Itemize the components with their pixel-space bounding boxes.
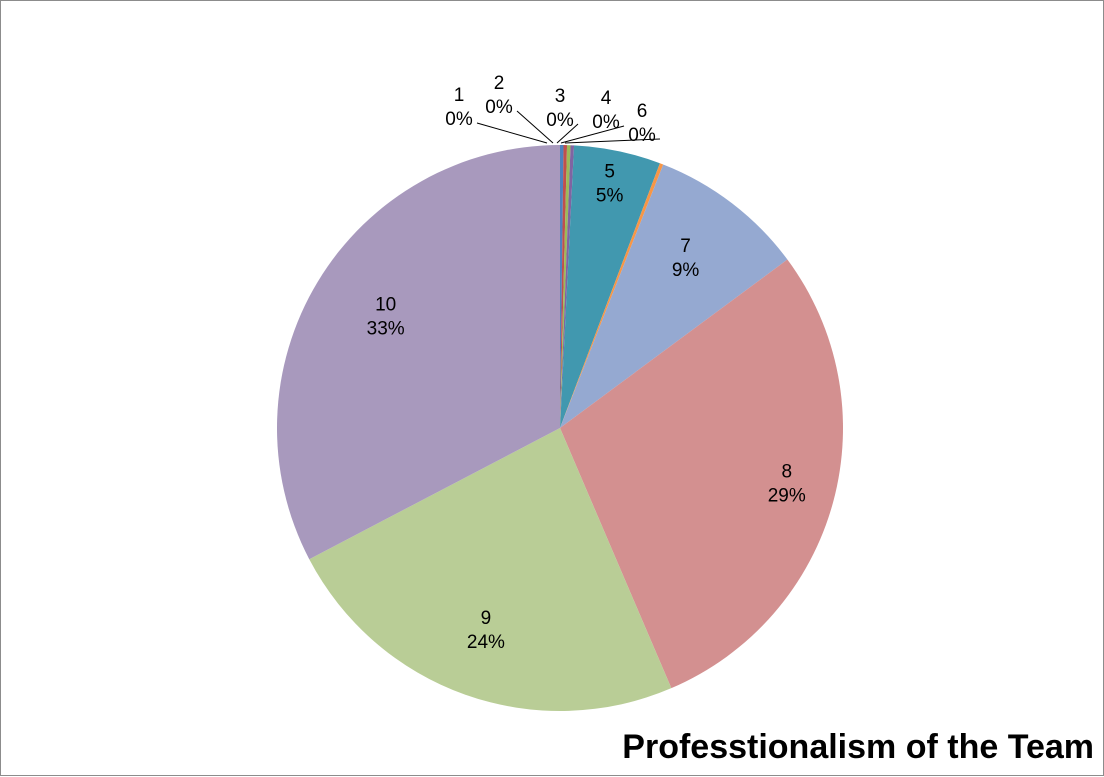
slice-category-label-2: 2 [494, 73, 505, 94]
slice-category-label-4: 4 [601, 88, 612, 109]
slice-category-label-6: 6 [637, 101, 648, 122]
leader-line-6 [564, 138, 661, 144]
slice-category-label-7: 7 [680, 236, 691, 257]
leader-lines [476, 110, 661, 144]
chart-title: Professtionalism of the Team [622, 728, 1094, 766]
slice-percent-label-1: 0% [445, 109, 473, 130]
leader-line-1 [476, 122, 548, 144]
pie-slice-7 [560, 164, 788, 428]
slice-percent-label-5: 5% [596, 186, 624, 207]
data-labels: 1 0% 2 0% 3 0% 4 0% 5 5% 6 0% 7 9% 8 29% 9 24% 10 33% [367, 73, 806, 653]
slice-category-label-9: 9 [481, 608, 492, 629]
leader-line-4 [560, 125, 625, 144]
slice-category-label-10: 10 [375, 294, 396, 315]
pie-slice-4 [560, 145, 575, 428]
pie-slices [276, 145, 843, 711]
slice-percent-label-7: 9% [672, 260, 700, 281]
leader-line-3 [556, 123, 579, 144]
slice-percent-label-4: 0% [592, 112, 620, 133]
slice-category-label-8: 8 [781, 461, 792, 482]
pie-slice-9 [309, 428, 672, 711]
slice-percent-label-3: 0% [546, 110, 574, 131]
pie-slice-6 [560, 163, 664, 428]
slice-percent-label-2: 0% [485, 97, 513, 118]
slice-percent-label-6: 0% [628, 125, 656, 146]
pie-slice-3 [560, 145, 571, 428]
pie-slice-5 [560, 145, 660, 428]
slice-category-label-1: 1 [454, 85, 465, 106]
slice-category-label-5: 5 [604, 162, 615, 183]
slice-percent-label-10: 33% [367, 318, 405, 339]
slice-category-label-3: 3 [555, 86, 566, 107]
pie-slice-2 [560, 145, 568, 428]
slice-percent-label-8: 29% [768, 485, 806, 506]
leader-line-2 [516, 110, 554, 144]
pie-slice-1 [560, 145, 564, 428]
pie-slice-10 [276, 145, 560, 560]
pie-slice-8 [560, 259, 843, 689]
slice-percent-label-9: 24% [467, 632, 505, 653]
